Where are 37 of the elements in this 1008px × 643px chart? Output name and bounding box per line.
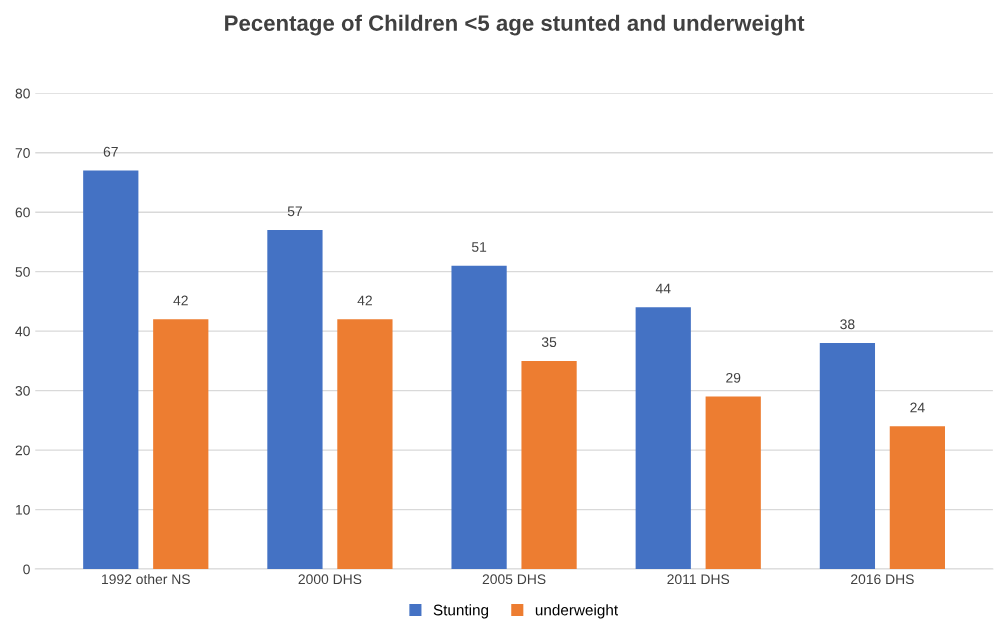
x-tick-label: 2016 DHS [851, 574, 914, 585]
data-label: 67 [103, 146, 118, 157]
bar [889, 426, 945, 570]
data-label: 51 [471, 242, 487, 252]
data-label: 42 [357, 295, 372, 306]
y-tick-label: 60 [15, 207, 30, 218]
y-tick-label: 10 [16, 504, 30, 515]
data-label: 57 [287, 206, 302, 217]
bar [819, 343, 876, 570]
bar [635, 307, 691, 570]
data-label: 44 [655, 283, 671, 294]
data-label: 42 [173, 295, 188, 306]
bar [451, 265, 507, 570]
x-tick-label: 2005 DHS [482, 574, 546, 585]
bar [83, 170, 139, 570]
x-tick-label: 1992 other NS [102, 573, 190, 585]
y-tick-label: 30 [15, 385, 30, 396]
x-tick-label: 2000 DHS [298, 574, 362, 585]
y-tick-label: 50 [15, 267, 30, 277]
bar [267, 230, 323, 570]
y-tick-label: 80 [15, 88, 30, 99]
y-tick-label: 0 [23, 564, 30, 575]
data-label: 35 [541, 337, 557, 348]
y-tick-label: 70 [15, 148, 30, 158]
y-tick-label: 40 [15, 326, 30, 337]
data-label: 24 [910, 402, 925, 413]
legend-label: underweight [535, 604, 618, 619]
chart-title: Pecentage of Children <5 age stunted and underweight [225, 14, 805, 36]
bar [705, 396, 761, 570]
data-label: 38 [840, 319, 855, 330]
bar [521, 360, 577, 570]
bar [153, 319, 209, 570]
x-tick-label: 2011 DHS [667, 574, 730, 585]
y-tick-label: 20 [15, 445, 30, 456]
legend-label: Stunting [433, 604, 489, 619]
bar [337, 319, 393, 570]
data-label: 29 [726, 372, 741, 383]
